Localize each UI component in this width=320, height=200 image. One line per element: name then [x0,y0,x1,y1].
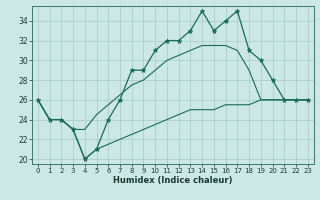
X-axis label: Humidex (Indice chaleur): Humidex (Indice chaleur) [113,176,233,185]
